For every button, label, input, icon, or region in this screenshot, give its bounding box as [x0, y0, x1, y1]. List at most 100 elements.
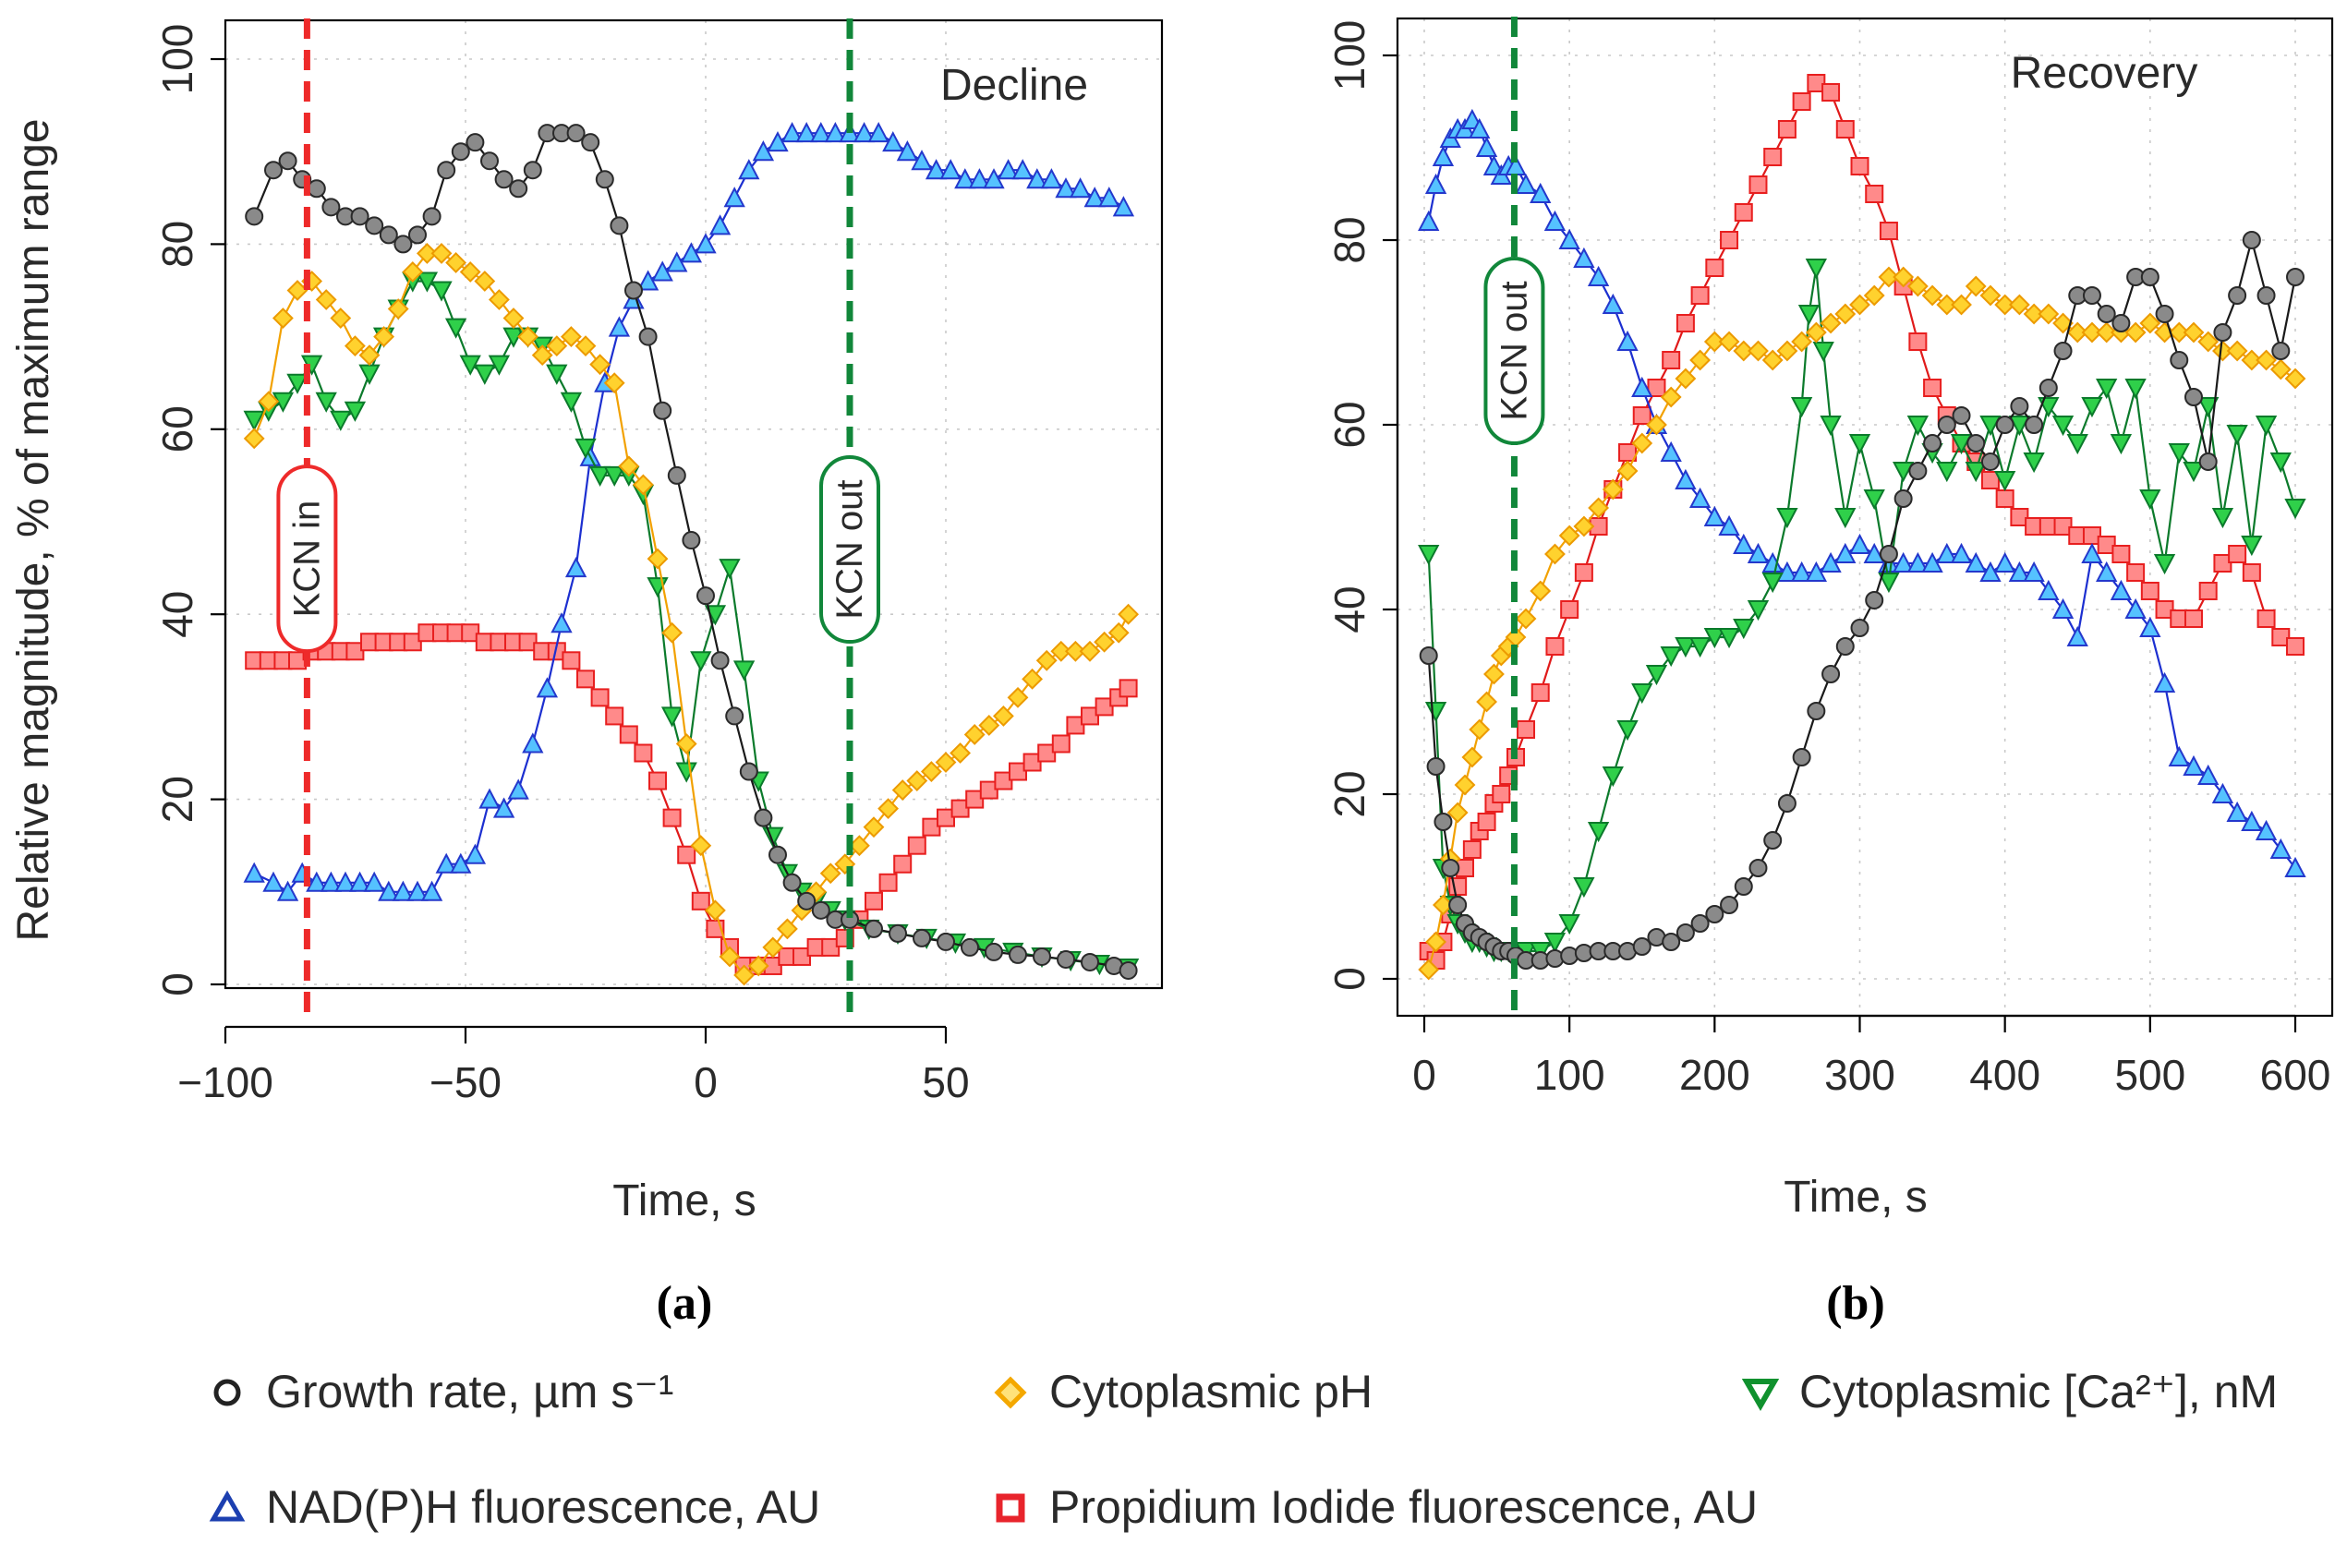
event-label: KCN out [829, 479, 870, 619]
data-point-ph [2023, 303, 2045, 325]
data-point-ph [430, 243, 453, 264]
data-point-growth [2213, 323, 2232, 342]
legend-label: NAD(P)H fluorescence, AU [266, 1481, 820, 1533]
data-point-nad [492, 797, 515, 818]
data-point-ph [1979, 284, 2002, 307]
y-tick-label: 20 [1325, 770, 1373, 817]
data-point-pi [1009, 762, 1027, 781]
x-tick-label: 600 [2260, 1051, 2331, 1099]
data-point-ca [1878, 573, 1900, 594]
y-axis: 0 20 40 60 80 100 [153, 24, 227, 996]
legend-label: Cytoplasmic pH [1049, 1366, 1373, 1417]
data-point-nad [1660, 440, 1682, 462]
data-point-pi [677, 845, 696, 864]
series-line-ca [253, 280, 1129, 970]
data-point-growth [1893, 489, 1913, 508]
data-point-ph [1646, 414, 1667, 436]
data-point-growth [1632, 937, 1651, 956]
data-point-pi [2286, 637, 2305, 656]
legend-symbol [213, 1379, 241, 1406]
data-point-pi [1821, 83, 1841, 102]
data-point-ph [474, 271, 496, 292]
data-point-pi [865, 891, 883, 911]
data-point-ca [2008, 416, 2031, 437]
data-point-ca [2153, 554, 2176, 575]
data-point-nad [954, 168, 976, 189]
y-axis-title: Relative magnitude, % of maximum range [9, 118, 58, 941]
data-point-ph [675, 733, 697, 754]
data-point-growth [2097, 305, 2116, 323]
data-point-ca [1703, 628, 1725, 649]
x-axis: 0 100 200 300 400 500 600 [1412, 1014, 2331, 1099]
grid [1397, 18, 2332, 1016]
data-point-ca [588, 465, 611, 488]
data-point-ph [1425, 931, 1446, 953]
data-point-ph [819, 862, 841, 885]
data-point-ph [315, 289, 337, 310]
data-point-ph [2139, 312, 2161, 334]
data-point-growth [1705, 905, 1724, 923]
data-point-ph [1118, 603, 1140, 625]
data-point-growth [1081, 952, 1099, 971]
data-point-pi [1462, 840, 1482, 859]
data-point-growth [2039, 379, 2058, 397]
data-point-ca [2197, 397, 2220, 418]
y-tick-label: 0 [1325, 967, 1373, 991]
data-point-ph [2183, 321, 2205, 344]
data-point-ca [474, 364, 496, 385]
y-axis: 0 20 40 60 80 100 [1325, 20, 1399, 991]
data-point-ph [1863, 284, 1885, 307]
data-point-ca [1863, 489, 1885, 511]
data-point-growth [1937, 416, 1956, 434]
data-point-growth [710, 651, 730, 670]
data-point-ca [2241, 536, 2263, 557]
data-point-growth [638, 327, 658, 346]
data-point-nad [536, 677, 559, 698]
data-point-growth [1720, 896, 1739, 914]
data-point-pi [1477, 813, 1496, 831]
data-point-pi [1879, 222, 1898, 240]
data-point-nad [968, 168, 991, 189]
data-point-nad [1906, 551, 1930, 573]
data-point-growth [2242, 231, 2261, 249]
y-tick-label: 60 [1325, 401, 1373, 448]
data-point-ph [776, 918, 798, 940]
data-point-nad [723, 187, 745, 208]
data-point-pi [1923, 379, 1942, 397]
data-point-nad [2110, 579, 2133, 600]
data-point-ph [531, 344, 553, 367]
data-point-nad [2255, 819, 2278, 840]
data-point-ph [762, 936, 784, 959]
chart-title: Decline [940, 61, 1088, 110]
data-point-ph [1965, 275, 1987, 297]
legend-item-ph: Cytoplasmic pH [994, 1366, 1373, 1417]
data-point-pi [1980, 471, 2000, 489]
legend-label: Propidium Iodide fluorescence, AU [1049, 1481, 1758, 1533]
data-point-nad [2226, 801, 2248, 822]
data-point-growth [393, 235, 413, 254]
data-point-ca [1747, 600, 1770, 621]
chart-title: Recovery [2011, 49, 2198, 98]
series-ph [1418, 266, 2306, 981]
data-point-growth [437, 161, 456, 180]
data-point-nad [608, 316, 631, 337]
data-point-ph [2081, 321, 2103, 344]
data-point-ph [546, 335, 568, 357]
data-point-nad [2284, 856, 2306, 877]
data-point-pi [821, 937, 841, 957]
data-point-growth [2155, 305, 2174, 323]
data-point-ca [1965, 462, 1987, 483]
data-point-ph [2038, 303, 2060, 325]
data-point-growth [889, 923, 907, 943]
data-point-growth [1448, 896, 1468, 914]
data-point-pi [792, 947, 811, 966]
data-point-ph [1022, 668, 1044, 690]
data-point-nad [2153, 671, 2176, 693]
data-point-ca [560, 392, 583, 413]
data-point-ph [258, 391, 280, 413]
data-point-growth [581, 133, 600, 152]
data-point-ph [1718, 331, 1740, 353]
data-point-ca [358, 364, 381, 385]
data-point-nad [478, 788, 501, 809]
data-point-nad [1747, 542, 1770, 563]
